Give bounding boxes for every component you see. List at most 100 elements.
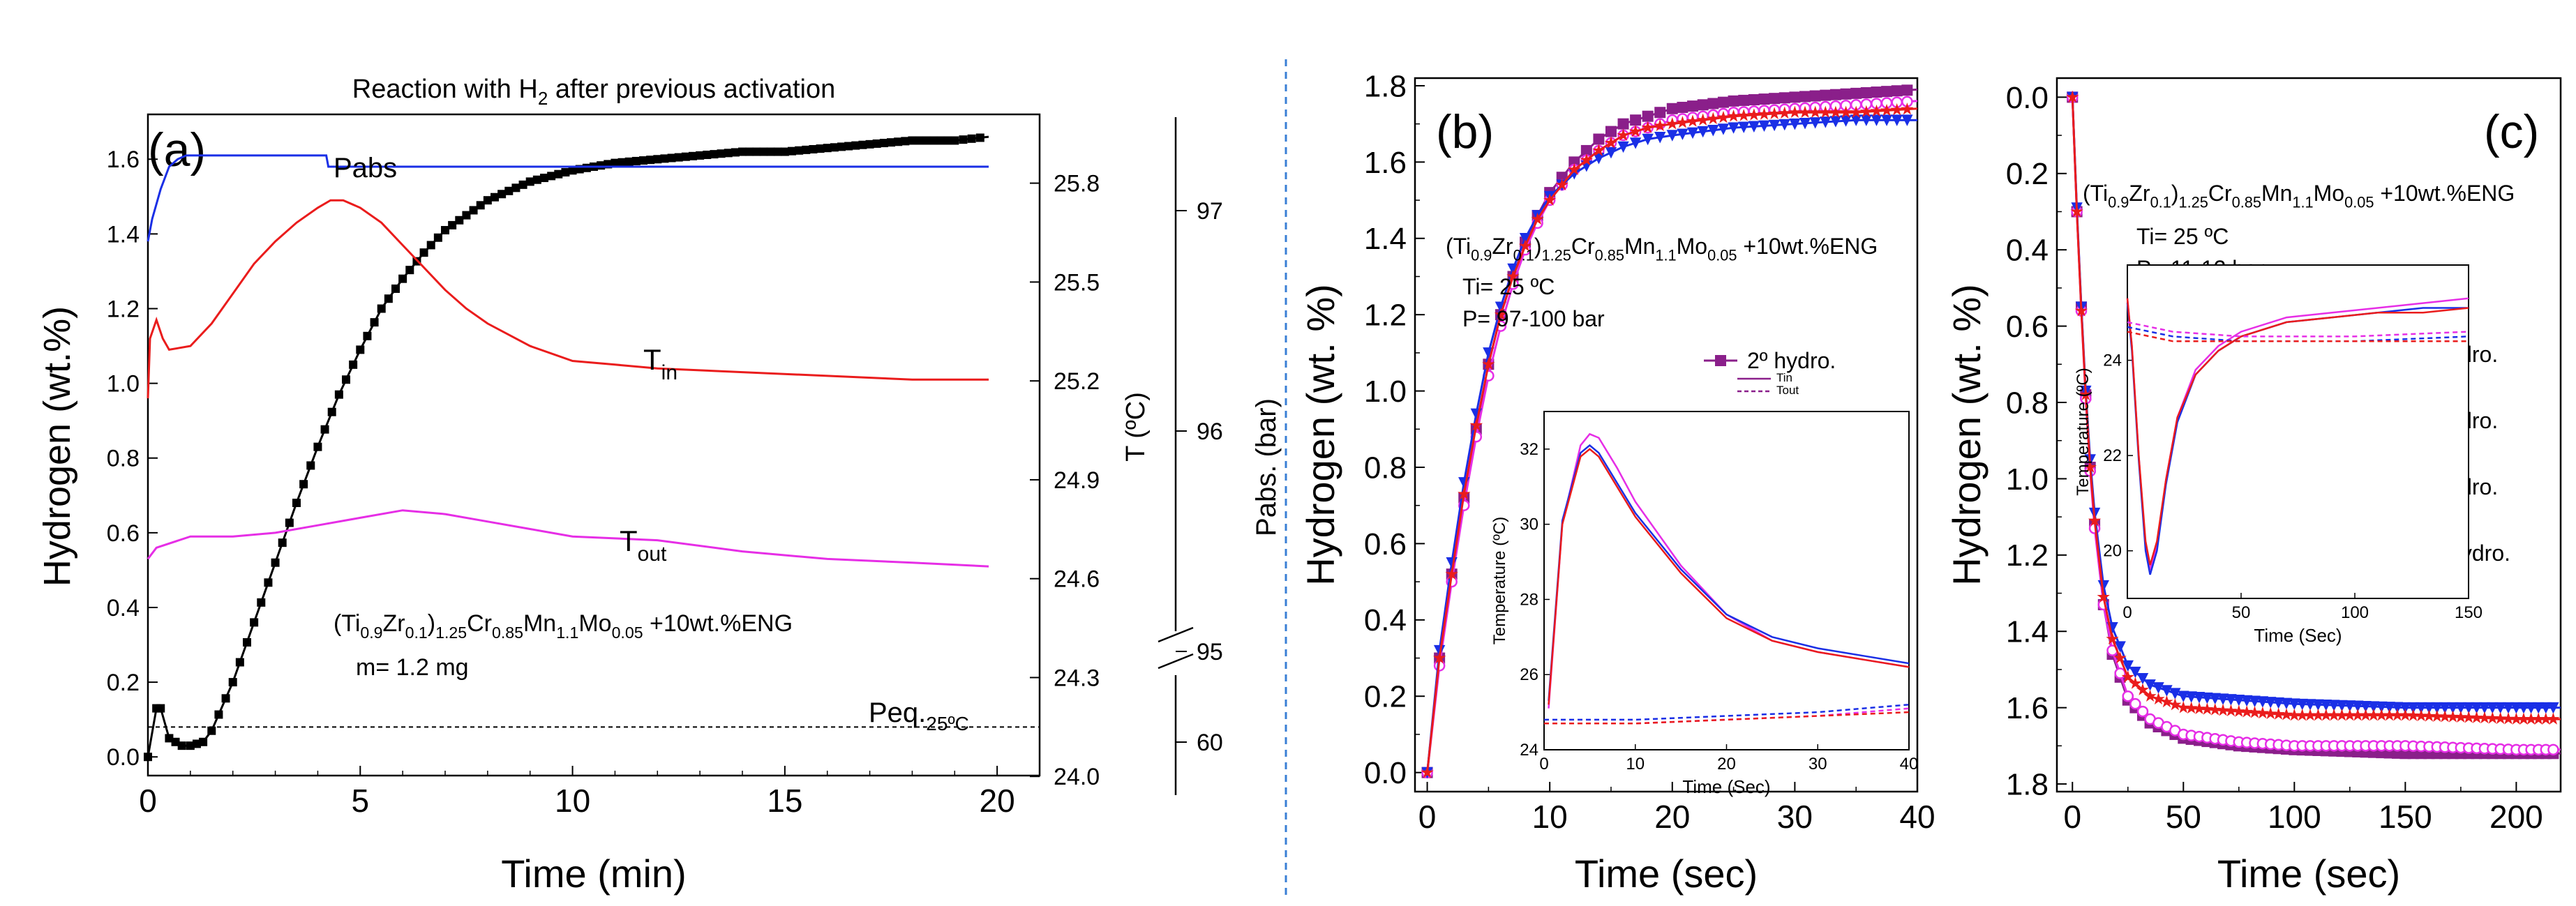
data-point bbox=[1840, 88, 1852, 100]
y-tick-label: 0.6 bbox=[107, 520, 140, 547]
hydrogen-point bbox=[144, 753, 152, 762]
formula-part: 0.05 bbox=[612, 624, 643, 642]
y-tick-label: 1.0 bbox=[2006, 462, 2049, 497]
hydrogen-point bbox=[448, 220, 457, 229]
data-point bbox=[2367, 701, 2380, 713]
compound-formula: (Ti0.9Zr0.1)1.25Cr0.85Mn1.1Mo0.05 +10wt.… bbox=[334, 610, 793, 642]
formula-part: Zr bbox=[1492, 234, 1513, 259]
hydrogen-point bbox=[320, 425, 329, 434]
data-point bbox=[1707, 125, 1719, 137]
mass-text: m= 1.2 mg bbox=[356, 654, 469, 681]
data-point bbox=[1809, 90, 1821, 102]
data-point bbox=[2487, 702, 2499, 714]
data-point bbox=[2122, 660, 2134, 672]
formula-part: ) bbox=[1534, 234, 1542, 259]
inset-x-tick-label: 40 bbox=[1900, 755, 1919, 773]
x-tick-label: 50 bbox=[2166, 799, 2201, 835]
panel-label: (a) bbox=[148, 123, 206, 176]
inset-frame bbox=[1543, 411, 1910, 750]
data-point bbox=[2088, 513, 2102, 527]
inset-y-tick-label: 32 bbox=[1520, 440, 1538, 459]
data-point bbox=[2502, 702, 2515, 714]
formula-part: (Ti bbox=[2083, 181, 2108, 206]
data-point bbox=[1642, 133, 1654, 146]
data-point bbox=[2121, 670, 2134, 683]
x-tick-label: 20 bbox=[980, 783, 1015, 819]
data-point bbox=[1654, 132, 1666, 144]
data-point bbox=[2143, 689, 2157, 702]
T-tick-label: 25.2 bbox=[1054, 368, 1100, 395]
hydrogen-point bbox=[780, 147, 789, 156]
hydrogen-point bbox=[851, 141, 860, 150]
peq-label: Peq.25ºC bbox=[869, 697, 969, 734]
T-tick-label: 25.8 bbox=[1054, 171, 1100, 197]
formula-part: 1.1 bbox=[556, 624, 578, 642]
formula-part: 0.1 bbox=[405, 624, 428, 642]
inset-frame bbox=[2127, 264, 2469, 599]
hydrogen-point bbox=[221, 694, 230, 703]
data-point bbox=[1433, 651, 1446, 664]
data-point bbox=[1870, 104, 1883, 117]
y-tick-label: 1.2 bbox=[107, 296, 140, 322]
data-point bbox=[1747, 108, 1760, 121]
hydrogen-point bbox=[894, 137, 903, 146]
pabs-tick-label: 95 bbox=[1197, 639, 1223, 665]
data-point bbox=[2447, 702, 2459, 714]
y-tick-label: 0.4 bbox=[1364, 603, 1407, 637]
data-point bbox=[1799, 117, 1811, 130]
data-point bbox=[1789, 91, 1801, 103]
y-tick-label: 0.2 bbox=[2006, 157, 2049, 191]
data-point bbox=[2079, 388, 2092, 400]
y-axis-label: Hydrogen (wt.%) bbox=[36, 306, 78, 587]
formula-part: 0.1 bbox=[1513, 247, 1534, 264]
data-point bbox=[1839, 105, 1852, 118]
y-tick-label: 1.2 bbox=[2006, 538, 2049, 573]
data-point bbox=[1654, 119, 1667, 132]
inset-series-tin bbox=[2126, 298, 2469, 566]
x-tick-label: 10 bbox=[555, 783, 590, 819]
panel-a-frame bbox=[147, 113, 1041, 777]
data-point bbox=[1728, 95, 1739, 107]
data-point bbox=[1829, 116, 1842, 128]
y-tick-label: 1.4 bbox=[2006, 615, 2049, 649]
hydrogen-point bbox=[342, 375, 350, 384]
data-point bbox=[1641, 121, 1654, 133]
hydrogen-point bbox=[745, 147, 754, 156]
hydrogen-point bbox=[724, 149, 733, 158]
y-tick-label: 1.8 bbox=[2006, 767, 2049, 801]
data-point bbox=[2256, 706, 2269, 719]
hydrogen-point bbox=[959, 135, 968, 144]
data-point bbox=[1779, 119, 1790, 131]
hydrogen-point bbox=[271, 558, 280, 567]
x-tick-label: 200 bbox=[2489, 799, 2543, 835]
hydrogen-point bbox=[752, 147, 761, 156]
data-point bbox=[1629, 137, 1642, 149]
hydrogen-point bbox=[405, 266, 414, 275]
data-point bbox=[1677, 101, 1688, 113]
hydrogen-point bbox=[936, 136, 945, 145]
inset-y-tick-label: 22 bbox=[2103, 446, 2122, 465]
data-point bbox=[2240, 705, 2254, 718]
data-point bbox=[1543, 193, 1557, 206]
data-point bbox=[1697, 126, 1709, 138]
inset-x-tick-label: 20 bbox=[1717, 755, 1736, 773]
formula-part: (Ti bbox=[1446, 234, 1471, 259]
data-point bbox=[2208, 703, 2222, 716]
formula-part: 1.1 bbox=[2292, 194, 2313, 211]
inset-panel-b: 0 10 20 30 40 24 26 28 30 32 Time (Sec) Temperature… bbox=[1490, 411, 1919, 797]
hydrogen-point bbox=[653, 155, 662, 164]
compound-formula: (Ti0.9Zr0.1)1.25Cr0.85Mn1.1Mo0.05 +10wt.… bbox=[1446, 234, 1878, 264]
hydrogen-point bbox=[887, 138, 895, 147]
hydrogen-point bbox=[377, 304, 386, 313]
data-point bbox=[1604, 136, 1618, 149]
panel-a: Reaction with H2 after previous activati… bbox=[36, 75, 1282, 896]
hydrogen-point bbox=[491, 192, 499, 202]
data-point bbox=[2066, 90, 2079, 103]
data-point bbox=[1850, 87, 1862, 99]
panel-c-frame bbox=[2055, 77, 2562, 793]
data-point bbox=[2144, 679, 2156, 691]
label-main: T bbox=[643, 343, 661, 376]
inset-series-tin bbox=[1548, 444, 1910, 701]
data-point bbox=[2336, 700, 2348, 712]
data-point bbox=[2351, 700, 2364, 712]
